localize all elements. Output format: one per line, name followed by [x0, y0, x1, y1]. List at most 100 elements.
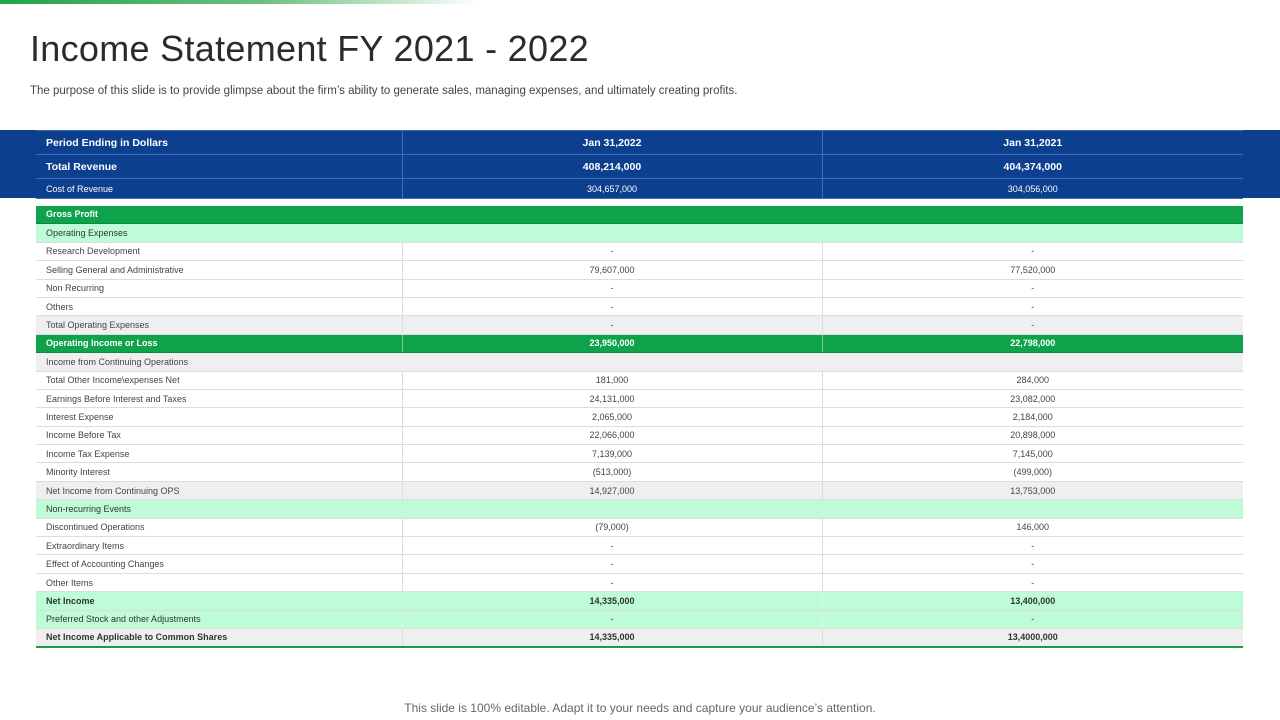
- net-income-continuing-row: Net Income from Continuing OPS 14,927,00…: [36, 481, 1243, 501]
- value-2022: -: [402, 279, 823, 298]
- row-label: Selling General and Administrative: [36, 260, 403, 280]
- preferred-stock-row: Preferred Stock and other Adjustments - …: [36, 610, 1243, 629]
- value-2021: 23,082,000: [822, 389, 1243, 409]
- section-title: Income from Continuing Operations: [36, 352, 1243, 372]
- row-label: Total Operating Expenses: [36, 315, 403, 335]
- row-label: Other Items: [36, 573, 403, 593]
- net-income-row: Net Income 14,335,000 13,400,000: [36, 591, 1243, 611]
- continuing-ops-header: Income from Continuing Operations: [36, 352, 1243, 372]
- value-2021: 304,056,000: [822, 178, 1243, 199]
- value-2022: 14,927,000: [402, 481, 823, 501]
- section-title: Operating Expenses: [36, 223, 1243, 243]
- row-label: Net Income Applicable to Common Shares: [36, 628, 403, 648]
- page-title: Income Statement FY 2021 - 2022: [30, 28, 589, 69]
- value-2021: 20,898,000: [822, 426, 1243, 446]
- operating-income-row: Operating Income or Loss 23,950,000 22,7…: [36, 334, 1243, 354]
- value-2022: -: [402, 242, 823, 262]
- value-2022: 24,131,000: [402, 389, 823, 409]
- table-row: Research Development - -: [36, 242, 1243, 262]
- non-recurring-header: Non-recurring Events: [36, 499, 1243, 519]
- section-title: Non-recurring Events: [36, 499, 1243, 519]
- table-row: Income Tax Expense 7,139,000 7,145,000: [36, 444, 1243, 464]
- row-label: Operating Income or Loss: [36, 334, 403, 354]
- value-2021: -: [822, 610, 1243, 629]
- income-statement-table-wrap: Period Ending in Dollars Jan 31,2022 Jan…: [36, 130, 1243, 648]
- value-2022: -: [402, 573, 823, 593]
- row-label: Total Other Income\expenses Net: [36, 371, 403, 390]
- cost-of-revenue-row: Cost of Revenue 304,657,000 304,056,000: [36, 178, 1243, 199]
- row-label: Preferred Stock and other Adjustments: [36, 610, 403, 629]
- value-2022: 304,657,000: [402, 178, 823, 199]
- row-label: Non Recurring: [36, 279, 403, 298]
- table-row: Selling General and Administrative 79,60…: [36, 260, 1243, 280]
- value-2022: -: [402, 610, 823, 629]
- value-2021: -: [822, 554, 1243, 574]
- table-row: Extraordinary Items - -: [36, 536, 1243, 556]
- header-col-2021: Jan 31,2021: [822, 130, 1243, 155]
- table-spacer: [36, 198, 1243, 206]
- value-2021: 77,520,000: [822, 260, 1243, 280]
- value-2021: -: [822, 536, 1243, 556]
- value-2022: 408,214,000: [402, 154, 823, 179]
- value-2021: 284,000: [822, 371, 1243, 390]
- total-revenue-row: Total Revenue 408,214,000 404,374,000: [36, 154, 1243, 179]
- total-operating-expenses-row: Total Operating Expenses - -: [36, 315, 1243, 335]
- table-row: Income Before Tax 22,066,000 20,898,000: [36, 426, 1243, 446]
- table-row: Others - -: [36, 297, 1243, 317]
- row-label: Interest Expense: [36, 407, 403, 427]
- value-2021: -: [822, 297, 1243, 317]
- value-2022: -: [402, 536, 823, 556]
- footer-note: This slide is 100% editable. Adapt it to…: [404, 701, 876, 715]
- header-label: Period Ending in Dollars: [36, 130, 403, 155]
- value-2022: 79,607,000: [402, 260, 823, 280]
- header-col-2022: Jan 31,2022: [402, 130, 823, 155]
- row-label: Others: [36, 297, 403, 317]
- value-2021: 146,000: [822, 518, 1243, 538]
- value-2022: 14,335,000: [402, 628, 823, 648]
- table-row: Other Items - -: [36, 573, 1243, 593]
- row-label: Effect of Accounting Changes: [36, 554, 403, 574]
- row-label: Discontinued Operations: [36, 518, 403, 538]
- row-label: Research Development: [36, 242, 403, 262]
- value-2022: 22,066,000: [402, 426, 823, 446]
- value-2022: 2,065,000: [402, 407, 823, 427]
- table-row: Non Recurring - -: [36, 279, 1243, 298]
- value-2022: -: [402, 315, 823, 335]
- value-2022: -: [402, 554, 823, 574]
- net-income-common-row: Net Income Applicable to Common Shares 1…: [36, 628, 1243, 648]
- value-2021: 22,798,000: [822, 334, 1243, 354]
- value-2021: 13,4000,000: [822, 628, 1243, 648]
- value-2022: 181,000: [402, 371, 823, 390]
- row-label: Earnings Before Interest and Taxes: [36, 389, 403, 409]
- value-2021: -: [822, 573, 1243, 593]
- top-accent-bar: [0, 0, 480, 4]
- row-label: Net Income: [36, 591, 403, 611]
- gross-profit-row: Gross Profit: [36, 205, 1243, 225]
- value-2021: 7,145,000: [822, 444, 1243, 464]
- page-subtitle: The purpose of this slide is to provide …: [30, 85, 738, 97]
- row-label: Total Revenue: [36, 154, 403, 179]
- value-2021: 13,753,000: [822, 481, 1243, 501]
- table-row: Effect of Accounting Changes - -: [36, 554, 1243, 574]
- value-2021: 13,400,000: [822, 591, 1243, 611]
- income-statement-table: Period Ending in Dollars Jan 31,2022 Jan…: [36, 130, 1243, 648]
- value-2021: 2,184,000: [822, 407, 1243, 427]
- row-label: Income Tax Expense: [36, 444, 403, 464]
- row-label: Income Before Tax: [36, 426, 403, 446]
- table-row: Minority Interest (513,000) (499,000): [36, 462, 1243, 482]
- value-2021: -: [822, 315, 1243, 335]
- value-2022: 23,950,000: [402, 334, 823, 354]
- value-2021: (499,000): [822, 462, 1243, 482]
- value-2021: -: [822, 279, 1243, 298]
- value-2022: (79,000): [402, 518, 823, 538]
- header-row: Period Ending in Dollars Jan 31,2022 Jan…: [36, 130, 1243, 155]
- row-label: Minority Interest: [36, 462, 403, 482]
- row-label: Extraordinary Items: [36, 536, 403, 556]
- value-2022: -: [402, 297, 823, 317]
- table-row: Interest Expense 2,065,000 2,184,000: [36, 407, 1243, 427]
- table-row: Discontinued Operations (79,000) 146,000: [36, 518, 1243, 538]
- value-2021: -: [822, 242, 1243, 262]
- value-2022: 7,139,000: [402, 444, 823, 464]
- table-row: Earnings Before Interest and Taxes 24,13…: [36, 389, 1243, 409]
- operating-expenses-header: Operating Expenses: [36, 223, 1243, 243]
